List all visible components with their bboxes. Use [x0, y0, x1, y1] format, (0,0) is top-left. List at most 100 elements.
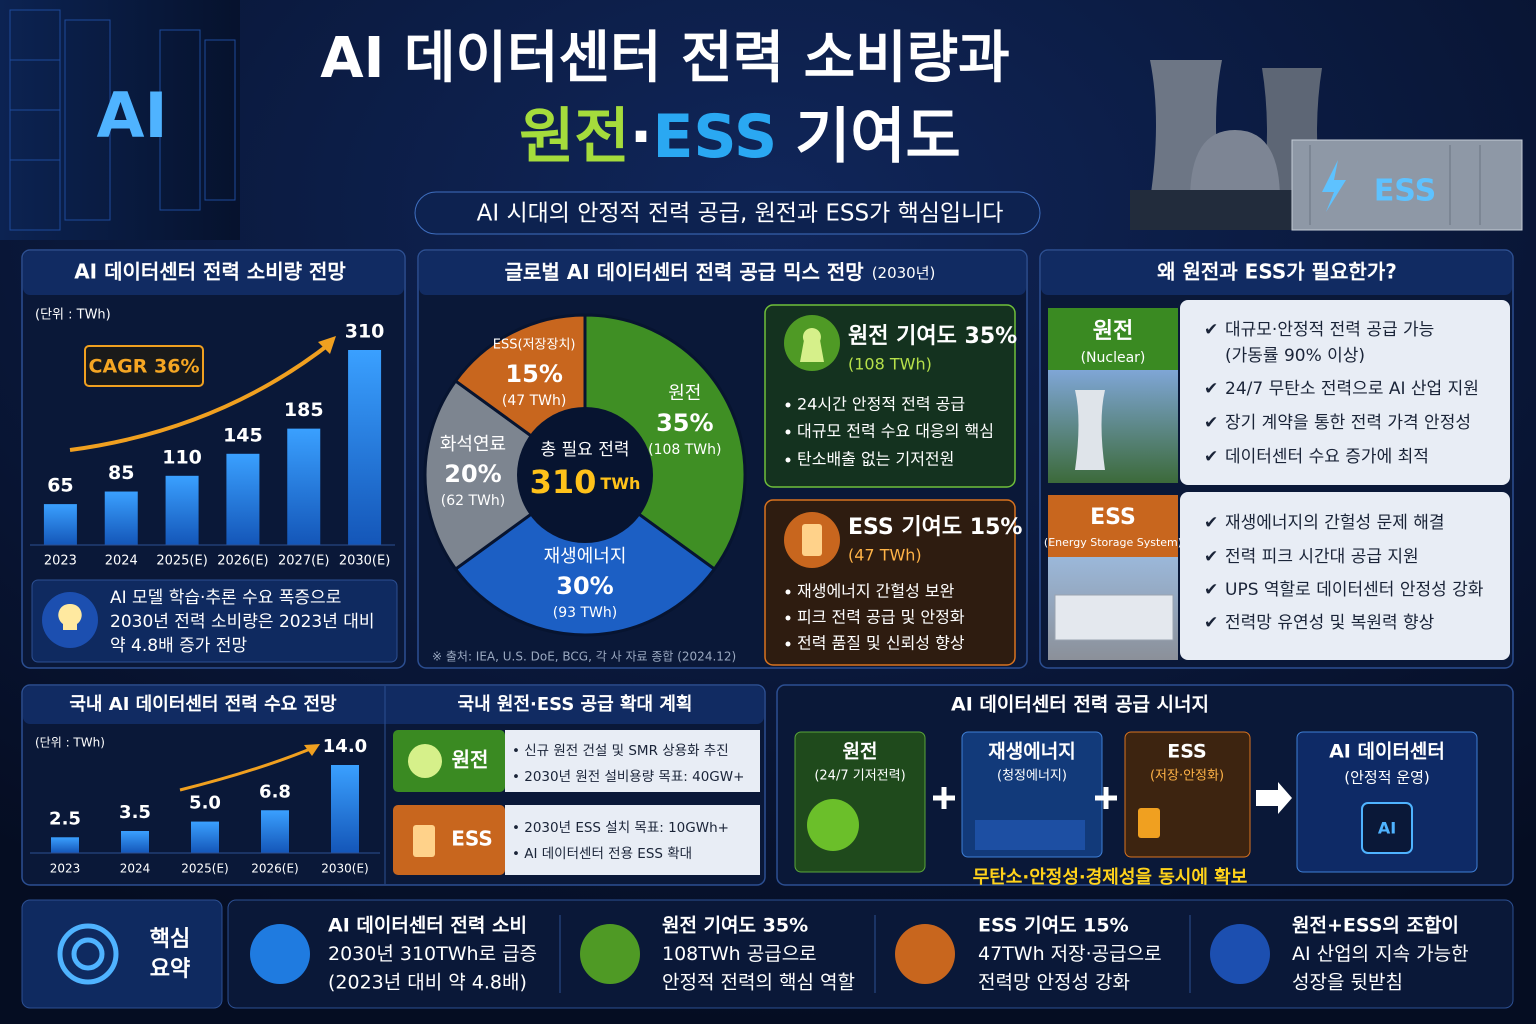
slice-value: 35%	[656, 409, 713, 437]
center-number: 310	[530, 463, 597, 501]
plan-icon	[408, 744, 442, 778]
x-tick-label: 2025(E)	[156, 554, 207, 569]
value-label: 65	[47, 475, 73, 497]
subtitle: AI 시대의 안정적 전력 공급, 원전과 ESS가 핵심입니다	[477, 201, 1004, 227]
subtitle-pill	[414, 191, 1041, 235]
unit: (단위 : TWh)	[35, 736, 105, 750]
summary-icon	[250, 924, 310, 984]
plan-label: ESS	[451, 827, 493, 851]
bullet	[785, 641, 791, 647]
check: ✔	[1204, 379, 1218, 399]
panel-header	[23, 686, 764, 724]
summary-line: 47TWh 저장·공급으로	[978, 943, 1162, 965]
summary-label-box	[21, 899, 223, 1009]
image-label: AI	[96, 79, 167, 152]
bar	[261, 810, 289, 853]
row-label: ESS	[1090, 505, 1136, 530]
panel-title: AI 데이터센터 전력 공급 시너지	[951, 694, 1209, 716]
note-box	[31, 579, 398, 663]
list-item: 전력망 유연성 및 복원력 향상	[1225, 613, 1435, 633]
bar	[191, 821, 219, 853]
plus	[1095, 787, 1117, 809]
slice-name: 화석연료	[440, 434, 506, 455]
list-item: 대규모·안정적 전력 공급 가능	[1225, 320, 1434, 340]
bar	[121, 831, 149, 853]
row-label: 원전	[1093, 319, 1133, 344]
title-part: ESS	[652, 102, 777, 172]
title-part: (2030년)	[872, 264, 936, 282]
panel-title: 왜 원전과 ESS가 필요한가?	[1157, 260, 1397, 284]
title-part: ·	[630, 102, 653, 172]
value-label: 110	[162, 446, 202, 468]
plan-label: 원전	[452, 748, 489, 772]
target-icon	[57, 923, 119, 985]
bullet	[785, 615, 791, 621]
list-item: 데이터센터 수요 증가에 최적	[1225, 447, 1429, 467]
synergy-title: AI 데이터센터	[1329, 741, 1445, 763]
list-item: (가동률 90% 이상)	[1225, 346, 1365, 366]
icon-shape	[802, 524, 822, 556]
list-item: 전력 피크 시간대 공급 지원	[1225, 547, 1419, 567]
slice-value: 15%	[505, 360, 562, 388]
x-tick-label: 2030(E)	[339, 554, 390, 569]
summary-items: AI 데이터센터 전력 소비 2030년 310TWh로 급증 (2023년 대비 …	[250, 915, 1469, 994]
card-title: 원전 기여도 35%	[848, 324, 1017, 349]
x-tick-label: 2024	[105, 554, 138, 569]
note-line: 약 4.8배 증가 전망	[110, 636, 247, 656]
slice-value: 30%	[556, 572, 613, 600]
label-box	[1048, 495, 1178, 557]
panel-title: 국내 원전·ESS 공급 확대 계획	[458, 694, 693, 715]
synergy-icon	[807, 799, 859, 851]
chart-title: 글로벌 AI 데이터센터 전력 공급 믹스 전망 (2030년)	[505, 260, 936, 284]
row-sub: (Nuclear)	[1081, 350, 1146, 366]
image-label: ESS	[1374, 174, 1436, 209]
check: ✔	[1204, 413, 1218, 433]
value-label: 6.8	[259, 781, 291, 802]
title: 원전·ESS 기여도	[519, 102, 961, 172]
bar-chart: 65 2023 85 2024 110 2025(E) 145 2026(E) 185 2027(…	[30, 321, 395, 569]
summary-icon	[1210, 924, 1270, 984]
plan-line: • 신규 원전 건설 및 SMR 상용화 추진	[512, 743, 729, 759]
plus	[933, 787, 955, 809]
plan-box	[505, 730, 760, 792]
summary-line: 전력망 안정성 강화	[978, 972, 1130, 994]
summary-line: 108TWh 공급으로	[662, 943, 817, 965]
card-bullet: 재생에너지 간헐성 보완	[797, 582, 955, 601]
slice-value: 20%	[444, 460, 501, 488]
value-label: 310	[345, 321, 385, 343]
list-item: 24/7 무탄소 전력으로 AI 산업 지원	[1225, 379, 1479, 399]
bar	[43, 504, 77, 545]
card-title: ESS 기여도 15%	[848, 515, 1022, 540]
row-sub: (Energy Storage System)	[1044, 536, 1182, 549]
x-tick-label: 2026(E)	[217, 554, 268, 569]
x-tick-label: 2027(E)	[278, 554, 329, 569]
card-bullet: 24시간 안정적 전력 공급	[797, 395, 965, 414]
pie-slice	[453, 473, 717, 637]
chip-label: AI	[1378, 819, 1396, 838]
center-value: 310 TWh	[530, 463, 641, 501]
solar-panel	[975, 820, 1085, 850]
title-part: 원전	[519, 102, 629, 172]
target-icon	[71, 937, 105, 971]
trend-arrow	[69, 340, 334, 452]
chart-title: 국내 AI 데이터센터 전력 수요 전망	[69, 694, 337, 715]
pie-hole	[517, 407, 653, 543]
summary-box	[227, 899, 1514, 1009]
title: AI 데이터센터 전력 소비량과	[320, 26, 1009, 91]
annotation-box	[84, 345, 204, 387]
annotation: CAGR 36%	[89, 356, 200, 378]
bullet	[785, 429, 791, 435]
synergy-title: 원전	[843, 741, 878, 763]
center-label: 총 필요 전력	[540, 440, 629, 460]
list-item: UPS 역할로 데이터센터 안정성 강화	[1225, 580, 1484, 600]
title-part: 글로벌 AI 데이터센터 전력 공급 믹스 전망	[505, 260, 865, 284]
x-tick-label: 2025(E)	[181, 862, 228, 876]
panel-header	[419, 251, 1026, 295]
check: ✔	[1204, 580, 1218, 600]
label-box	[393, 805, 505, 875]
check: ✔	[1204, 447, 1218, 467]
trend-arrow-head	[318, 336, 336, 354]
note-line: AI 모델 학습·추론 수요 폭증으로	[110, 588, 341, 608]
label-box	[1048, 308, 1178, 370]
synergy-title: 재생에너지	[988, 741, 1075, 763]
